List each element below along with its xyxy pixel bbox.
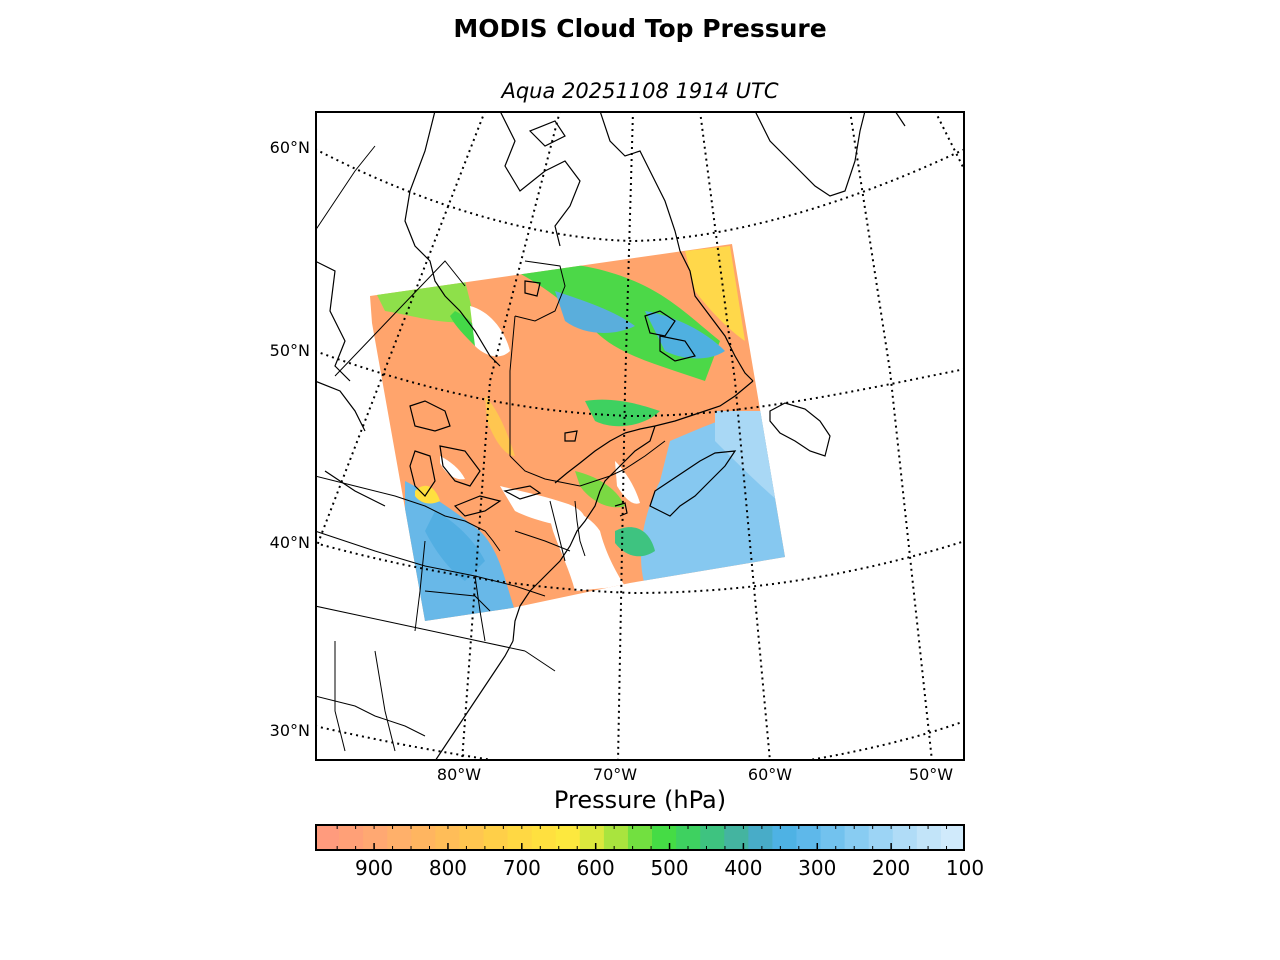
us-east-coast	[512, 490, 601, 642]
border-us-states-north	[317, 475, 501, 552]
colorbar-segment	[531, 826, 557, 849]
colorbar-segment	[483, 826, 509, 849]
figure-title: MODIS Cloud Top Pressure	[453, 14, 827, 43]
colorbar-segment	[363, 826, 388, 849]
colorbar-segment	[555, 826, 581, 849]
colorbar-tick-label: 100	[945, 856, 985, 880]
colorbar-segment	[579, 826, 605, 849]
hudson-bay-coast	[404, 113, 501, 367]
colorbar-segment	[724, 826, 749, 849]
lake-ontario	[503, 485, 542, 500]
lat-label-50n: 50°N	[269, 341, 310, 360]
colorbar	[315, 824, 965, 851]
colorbar-segment	[868, 826, 894, 849]
lat-label-60n: 60°N	[269, 138, 310, 157]
border-quebec-labrador	[514, 260, 566, 322]
colorbar-segment	[748, 826, 773, 849]
colorbar-segment	[435, 826, 461, 849]
figure-subtitle: Aqua 20251108 1914 UTC	[501, 79, 779, 103]
political-borders	[317, 145, 666, 752]
lon-label-80w: 80°W	[436, 765, 482, 784]
colorbar-tick-label: 300	[798, 856, 837, 880]
st-lawrence-north-shore	[624, 380, 754, 434]
colorbar-segment	[411, 826, 436, 849]
nova-scotia-coast	[649, 450, 737, 517]
colorbar-tick-label: 400	[724, 856, 763, 880]
lon-label-70w: 70°W	[592, 765, 638, 784]
lake-michigan	[409, 450, 436, 497]
colorbar-segment	[892, 826, 918, 849]
colorbar-segment	[652, 826, 677, 849]
colorbar-segment	[339, 826, 364, 849]
colorbar-tick-label: 600	[576, 856, 615, 880]
colorbar-segment	[772, 826, 798, 849]
colorbar-segment	[387, 826, 412, 849]
lat-label-40n: 40°N	[269, 533, 310, 552]
lake-superior	[409, 400, 451, 432]
colorbar-segment	[459, 826, 485, 849]
latitude-line-60n	[317, 148, 963, 243]
colorbar-segment	[820, 826, 846, 849]
lake-erie	[453, 495, 502, 517]
colorbar-segment	[916, 826, 942, 849]
colorbar-segment	[940, 826, 963, 849]
colorbar-segment	[317, 826, 340, 849]
border-manitoba-ontario	[317, 145, 376, 229]
colorbar-segment	[700, 826, 725, 849]
lon-label-50w: 50°W	[908, 765, 954, 784]
latitude-line-30n-right	[809, 720, 963, 759]
greenland-coast	[755, 113, 866, 197]
colorbar-tick-label: 700	[502, 856, 541, 880]
colorbar-segment	[796, 826, 822, 849]
colorbar-gradient	[317, 826, 963, 849]
longitude-line-40w	[934, 113, 963, 170]
colorbar-tick-label: 500	[650, 856, 689, 880]
coastlines	[317, 113, 906, 759]
map-panel[interactable]	[315, 111, 965, 761]
graticule	[317, 113, 963, 759]
colorbar-segment	[507, 826, 533, 849]
map-canvas	[317, 113, 963, 759]
colorbar-label: Pressure (hPa)	[553, 786, 727, 814]
colorbar-tick-label: 900	[354, 856, 394, 880]
lat-label-30n: 30°N	[269, 721, 310, 740]
lake-huron	[439, 445, 481, 487]
colorbar-segment	[603, 826, 629, 849]
colorbar-segment	[676, 826, 701, 849]
colorbar-segment	[844, 826, 870, 849]
border-canada-us	[509, 455, 626, 487]
newfoundland-coast	[769, 402, 831, 457]
labrador-coast	[600, 113, 681, 252]
colorbar-segment	[627, 826, 653, 849]
longitude-line-60w	[699, 113, 771, 759]
colorbar-tick-label: 200	[872, 856, 911, 880]
longitude-line-50w	[849, 113, 933, 759]
colorbar-tick-label: 800	[428, 856, 468, 880]
lon-label-60w: 60°W	[747, 765, 793, 784]
latitude-line-30n-left	[317, 725, 493, 759]
